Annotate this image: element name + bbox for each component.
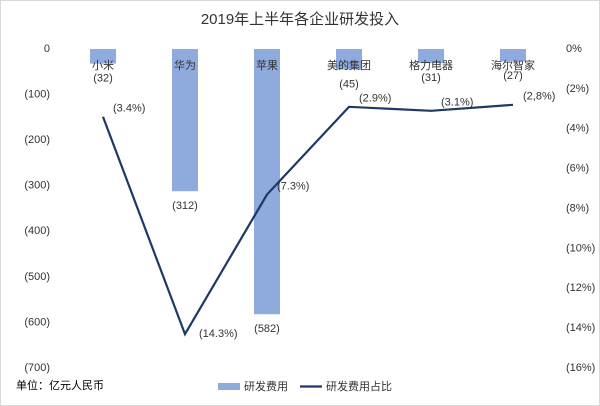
y-tick-label: (400) [24, 225, 50, 237]
chart-title: 2019年上半年各企业研发投入 [201, 10, 399, 28]
bar [254, 49, 280, 315]
y-tick-label: (700) [24, 362, 50, 374]
y2-tick-label: (2%) [566, 83, 589, 95]
y2-tick-label: (14%) [566, 322, 595, 334]
line-value-label: (14.3%) [199, 328, 238, 340]
bar [90, 49, 116, 64]
y-tick-label: (200) [24, 134, 50, 146]
bar-value-label: (27) [503, 70, 523, 82]
line-value-label: (7.3%) [277, 180, 309, 192]
line-value-label: (3.1%) [441, 97, 473, 109]
bar-value-label: (31) [421, 72, 441, 84]
bar-value-label: (312) [172, 200, 198, 212]
bar-value-label: (32) [93, 72, 113, 84]
unit-note: 单位：亿元人民币 [16, 378, 104, 392]
y2-tick-label: (8%) [566, 202, 589, 214]
y2-tick-label: (4%) [566, 123, 589, 135]
y-tick-label: 0 [44, 43, 50, 55]
bar [172, 49, 198, 192]
bar [336, 49, 362, 70]
y-tick-label: (100) [24, 88, 50, 100]
bar [500, 49, 526, 62]
x-tick-label: 华为 [174, 58, 196, 72]
line-value-label: (3.4%) [113, 103, 145, 115]
line [101, 103, 514, 337]
y2-tick-label: (10%) [566, 242, 595, 254]
x-tick-label: 小米 [92, 59, 114, 72]
x-tick-label: 格力电器 [409, 58, 453, 72]
line-value-label: (2,8%) [523, 91, 555, 103]
y-tick-label: (300) [24, 180, 50, 192]
legend-label: 研发费用 [244, 379, 288, 393]
bar-value-label: (582) [254, 323, 280, 335]
bar [418, 49, 444, 64]
x-tick-label: 苹果 [256, 58, 278, 72]
x-tick-label: 美的集团 [327, 58, 371, 72]
x-tick-label: 海尔智家 [491, 58, 535, 72]
y-tick-label: (500) [24, 271, 50, 283]
y2-tick-label: 0% [566, 43, 582, 55]
legend-swatch [218, 383, 240, 390]
y2-tick-label: (6%) [566, 163, 589, 175]
y2-tick-label: (16%) [566, 362, 595, 374]
y2-tick-label: (12%) [566, 282, 595, 294]
line-value-label: (2.9%) [359, 93, 391, 105]
legend-label: 研发费用占比 [326, 379, 392, 393]
bar-value-label: (45) [339, 78, 359, 90]
y-tick-label: (600) [24, 316, 50, 328]
